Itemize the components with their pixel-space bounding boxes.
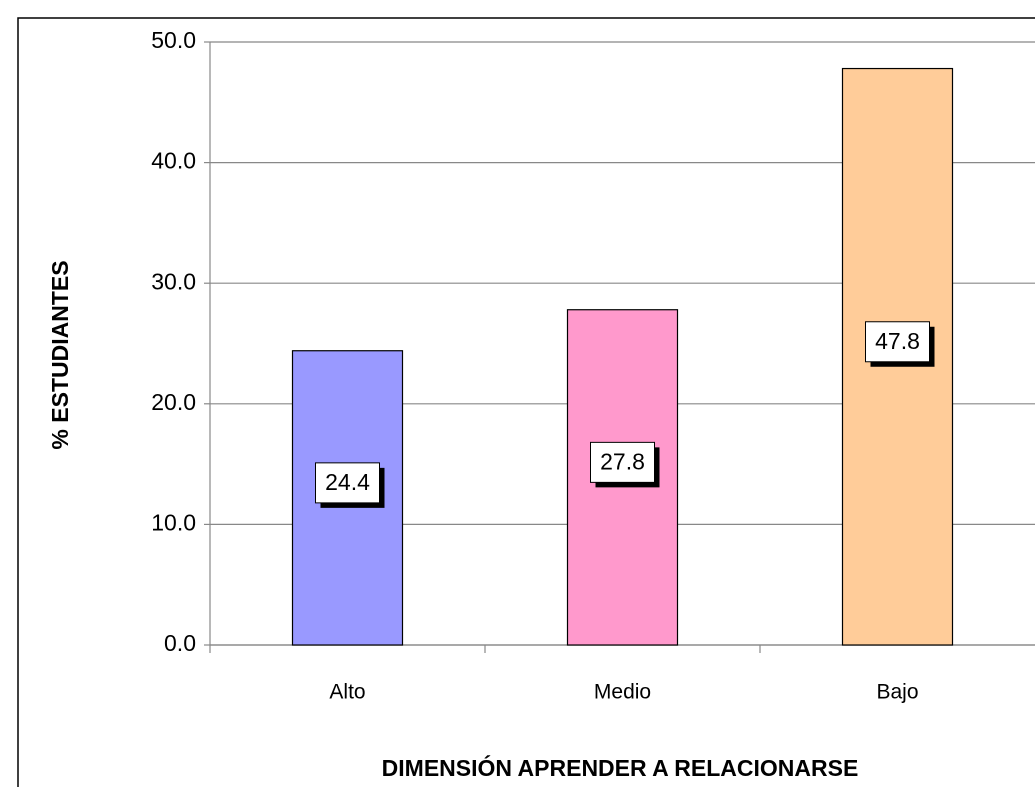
y-tick-label: 40.0 <box>151 148 196 174</box>
y-tick-label: 0.0 <box>164 630 196 656</box>
y-tick-label: 10.0 <box>151 509 196 535</box>
x-tick-label: Medio <box>594 681 651 704</box>
y-tick-label: 30.0 <box>151 268 196 294</box>
y-tick-label: 20.0 <box>151 389 196 415</box>
data-label: 24.4 <box>325 469 370 495</box>
x-tick-label: Alto <box>329 681 365 704</box>
y-axis-title: % ESTUDIANTES <box>47 260 73 449</box>
data-label-box <box>865 321 930 363</box>
data-label-box <box>315 462 380 504</box>
y-tick-label: 50.0 <box>151 27 196 53</box>
data-label: 27.8 <box>600 448 645 474</box>
x-tick-label: Bajo <box>876 681 918 704</box>
x-axis-title: DIMENSIÓN APRENDER A RELACIONARSE <box>382 754 859 781</box>
data-label-box <box>590 441 655 483</box>
data-label: 47.8 <box>875 328 920 354</box>
